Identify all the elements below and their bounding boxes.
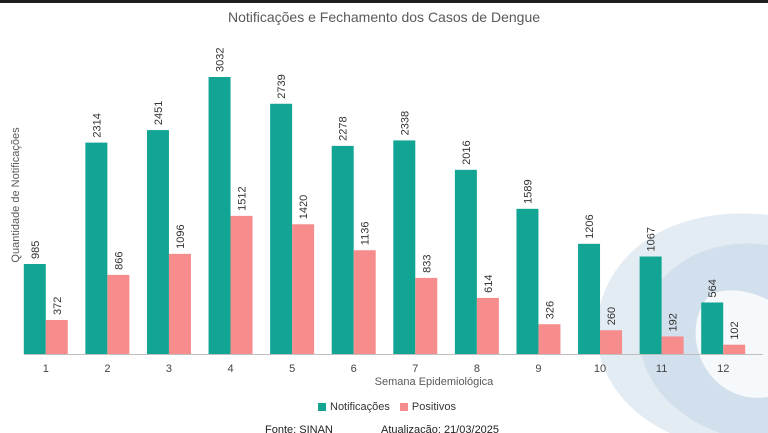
bar-notificacoes-week-4 (208, 77, 231, 354)
bar-positivos-week-6 (353, 250, 376, 354)
bar-notificacoes-week-1 (23, 264, 46, 354)
data-label-notificacoes-week-7: 2338 (399, 111, 411, 135)
data-label-notificacoes-week-11: 1067 (646, 227, 658, 251)
bar-positivos-week-10 (600, 330, 623, 354)
data-label-notificacoes-week-9: 1589 (522, 179, 534, 203)
data-label-positivos-week-5: 1420 (298, 195, 310, 219)
x-tick-label-9: 9 (535, 363, 541, 375)
x-tick-label-5: 5 (289, 363, 295, 375)
bar-positivos-week-7 (415, 277, 438, 354)
data-label-positivos-week-12: 102 (729, 321, 741, 339)
bar-notificacoes-week-10 (578, 243, 601, 354)
data-label-positivos-week-10: 260 (606, 307, 618, 325)
data-label-notificacoes-week-5: 2739 (276, 74, 288, 98)
data-label-positivos-week-11: 192 (668, 313, 680, 331)
x-tick-label-10: 10 (594, 363, 606, 375)
bar-positivos-week-2 (107, 274, 130, 354)
bar-notificacoes-week-2 (85, 142, 108, 354)
data-label-notificacoes-week-6: 2278 (338, 116, 350, 140)
data-label-notificacoes-week-12: 564 (707, 279, 719, 297)
bar-positivos-week-5 (292, 224, 315, 354)
legend-item-notificacoes: Notificações (318, 401, 390, 413)
x-tick-label-11: 11 (656, 363, 667, 375)
x-axis-label: Semana Epidemiológica (374, 376, 494, 388)
data-label-positivos-week-8: 614 (483, 275, 495, 293)
data-label-positivos-week-3: 1096 (175, 224, 187, 248)
x-tick-label-1: 1 (43, 363, 49, 375)
data-label-notificacoes-week-8: 2016 (461, 140, 473, 164)
bar-positivos-week-4 (230, 215, 253, 354)
x-tick-label-3: 3 (166, 363, 172, 375)
data-label-positivos-week-1: 372 (52, 297, 64, 315)
bar-notificacoes-week-6 (331, 145, 354, 354)
bar-notificacoes-week-12 (701, 302, 724, 354)
bar-positivos-week-11 (661, 336, 684, 354)
bar-positivos-week-12 (723, 344, 746, 354)
legend-item-positivos: Positivos (399, 401, 456, 413)
legend-swatch-positivos (399, 403, 408, 411)
y-axis-label: Quantidade de Notificações (10, 127, 22, 263)
data-label-positivos-week-7: 833 (421, 255, 433, 273)
data-label-positivos-week-6: 1136 (360, 222, 372, 246)
x-tick-label-4: 4 (227, 363, 233, 375)
x-tick-label-12: 12 (717, 363, 729, 375)
data-label-notificacoes-week-4: 3032 (215, 48, 227, 72)
bar-notificacoes-week-7 (393, 140, 416, 354)
footer: Fonte: SINAN Atualização: 21/03/2025 (0, 424, 768, 433)
source-text: Fonte: SINAN (265, 424, 333, 433)
data-label-positivos-week-9: 326 (544, 301, 556, 319)
x-tick-label-2: 2 (104, 363, 110, 375)
x-tick-label-8: 8 (474, 363, 480, 375)
bar-positivos-week-1 (45, 320, 68, 354)
bar-notificacoes-week-9 (516, 208, 539, 354)
bar-positivos-week-9 (538, 324, 561, 354)
legend-label-positivos: Positivos (411, 401, 456, 413)
window-top-strip (0, 0, 768, 3)
x-tick-label-6: 6 (351, 363, 357, 375)
update-text: Atualização: 21/03/2025 (381, 424, 500, 433)
bar-notificacoes-week-3 (146, 130, 169, 354)
bar-positivos-week-8 (476, 297, 499, 354)
chart-title: Notificações e Fechamento dos Casos de D… (227, 9, 541, 25)
data-label-notificacoes-week-2: 2314 (91, 113, 103, 137)
data-label-notificacoes-week-3: 2451 (153, 101, 165, 125)
x-tick-label-7: 7 (412, 363, 418, 375)
bar-notificacoes-week-5 (270, 103, 293, 354)
bar-positivos-week-3 (168, 253, 191, 354)
data-label-positivos-week-2: 866 (113, 252, 125, 270)
bar-notificacoes-week-11 (639, 256, 662, 354)
legend-swatch-notificacoes (318, 403, 326, 411)
data-label-notificacoes-week-10: 1206 (584, 214, 596, 238)
legend: Notificações Positivos (318, 401, 466, 413)
data-label-positivos-week-4: 1512 (237, 186, 249, 210)
legend-label-notificacoes: Notificações (330, 401, 390, 413)
bar-notificacoes-week-8 (454, 169, 477, 354)
data-label-notificacoes-week-1: 985 (30, 241, 42, 259)
